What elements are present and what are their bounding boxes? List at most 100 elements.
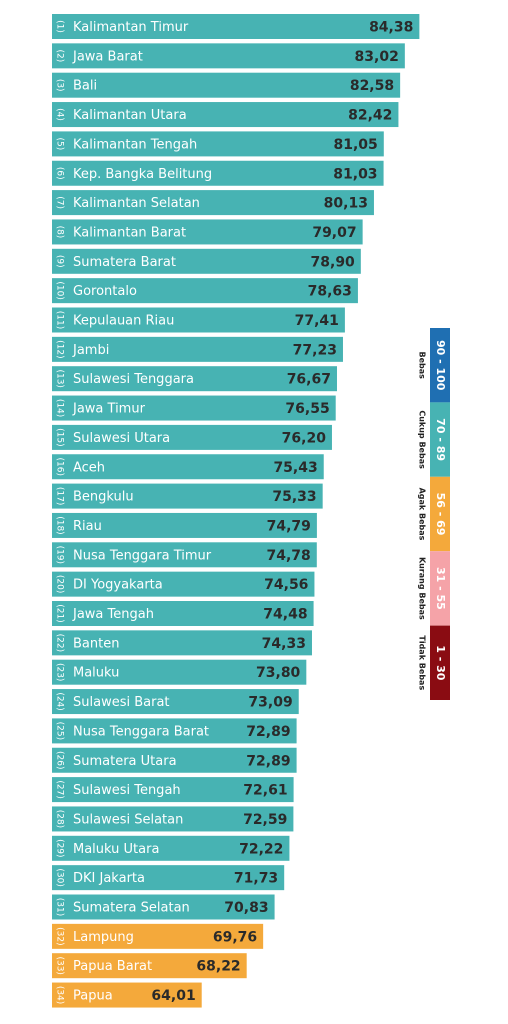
legend-range: 90 - 100 [434, 340, 447, 391]
value-label: 64,01 [151, 988, 195, 1004]
legend-label: Tidak Bebas [418, 635, 427, 690]
legend-range: 70 - 89 [434, 418, 447, 461]
bar [52, 454, 324, 480]
category-label: Kalimantan Utara [73, 108, 187, 123]
category-label: Lampung [73, 930, 134, 945]
category-label: Jawa Tengah [72, 607, 154, 622]
category-label: Kep. Bangka Belitung [73, 167, 212, 182]
value-label: 75,43 [273, 460, 317, 476]
rank-label: (32) [55, 927, 65, 945]
rank-label: (3) [55, 79, 65, 92]
legend-label: Kurang Bebas [418, 557, 427, 620]
rank-label: (20) [55, 575, 65, 593]
rank-label: (4) [55, 108, 65, 121]
category-label: Sumatera Barat [73, 255, 176, 270]
value-label: 75,33 [272, 489, 316, 505]
rank-label: (23) [55, 663, 65, 681]
rank-label: (8) [55, 226, 65, 239]
legend-label: Agak Bebas [418, 488, 427, 541]
category-label: Gorontalo [73, 284, 137, 299]
rank-label: (7) [55, 196, 65, 209]
rank-label: (31) [55, 898, 65, 916]
bar [52, 718, 297, 744]
value-label: 73,80 [256, 665, 301, 681]
value-label: 83,02 [355, 49, 399, 65]
bar [52, 571, 315, 597]
rank-label: (2) [55, 49, 65, 62]
rank-label: (27) [55, 780, 65, 798]
value-label: 80,13 [324, 196, 368, 212]
legend-range: 31 - 55 [434, 567, 447, 610]
category-label: Jawa Timur [72, 402, 146, 417]
value-label: 84,38 [369, 20, 413, 36]
category-label: Aceh [73, 460, 105, 475]
rank-label: (10) [55, 281, 65, 299]
value-label: 74,78 [266, 548, 310, 564]
bar [52, 542, 317, 568]
bar [52, 630, 312, 656]
legend-range: 56 - 69 [434, 493, 447, 536]
category-label: Papua Barat [73, 959, 152, 974]
category-label: Kepulauan Riau [73, 314, 174, 329]
value-label: 73,09 [248, 695, 292, 711]
bar [52, 14, 420, 39]
category-label: Sulawesi Barat [73, 695, 170, 710]
category-label: Bali [73, 79, 97, 94]
rank-label: (33) [55, 956, 65, 974]
value-label: 78,63 [308, 284, 352, 300]
bar [52, 248, 361, 274]
bar [52, 219, 363, 245]
bar [52, 278, 358, 304]
value-label: 81,03 [333, 166, 377, 182]
category-label: Riau [73, 519, 102, 534]
value-label: 72,89 [246, 724, 290, 740]
legend-swatch [430, 402, 450, 477]
bar [52, 777, 294, 803]
value-label: 77,23 [293, 342, 337, 358]
rank-label: (16) [55, 458, 65, 476]
category-label: Sulawesi Selatan [73, 812, 183, 827]
legend-swatch [430, 328, 450, 403]
rank-label: (5) [55, 138, 65, 151]
bar [52, 160, 384, 186]
value-label: 74,79 [267, 518, 311, 534]
value-label: 81,05 [333, 137, 377, 153]
category-label: Nusa Tenggara Timur [73, 548, 212, 563]
bar [52, 835, 290, 861]
category-label: Maluku Utara [73, 842, 159, 857]
category-label: Nusa Tenggara Barat [73, 724, 209, 739]
rank-label: (1) [55, 20, 65, 33]
category-label: Sulawesi Utara [73, 431, 170, 446]
bar [52, 512, 317, 538]
rank-label: (19) [55, 546, 65, 564]
legend-swatch [430, 476, 450, 552]
value-label: 71,73 [234, 871, 278, 887]
category-label: Sulawesi Tengah [73, 783, 181, 798]
bar [52, 424, 332, 450]
bar [52, 659, 307, 685]
bar [52, 894, 275, 920]
bar [52, 336, 343, 362]
rank-label: (14) [55, 399, 65, 417]
bar [52, 747, 297, 773]
bar [52, 689, 299, 715]
legend-swatch [430, 625, 450, 700]
rank-label: (11) [55, 311, 65, 329]
category-label: Maluku [73, 666, 119, 681]
category-label: Kalimantan Selatan [73, 196, 200, 211]
rank-label: (13) [55, 369, 65, 387]
bar [52, 366, 337, 392]
category-label: DI Yogyakarta [73, 578, 163, 593]
value-label: 72,59 [243, 812, 287, 828]
category-label: Jambi [72, 343, 109, 358]
value-label: 78,90 [311, 254, 356, 270]
rank-label: (25) [55, 722, 65, 740]
legend-label: Bebas [418, 351, 427, 379]
bar [52, 601, 314, 626]
value-label: 74,48 [263, 607, 307, 623]
rank-label: (21) [55, 604, 65, 622]
bar [52, 483, 323, 509]
rank-label: (26) [55, 751, 65, 769]
category-label: Banten [73, 636, 119, 651]
